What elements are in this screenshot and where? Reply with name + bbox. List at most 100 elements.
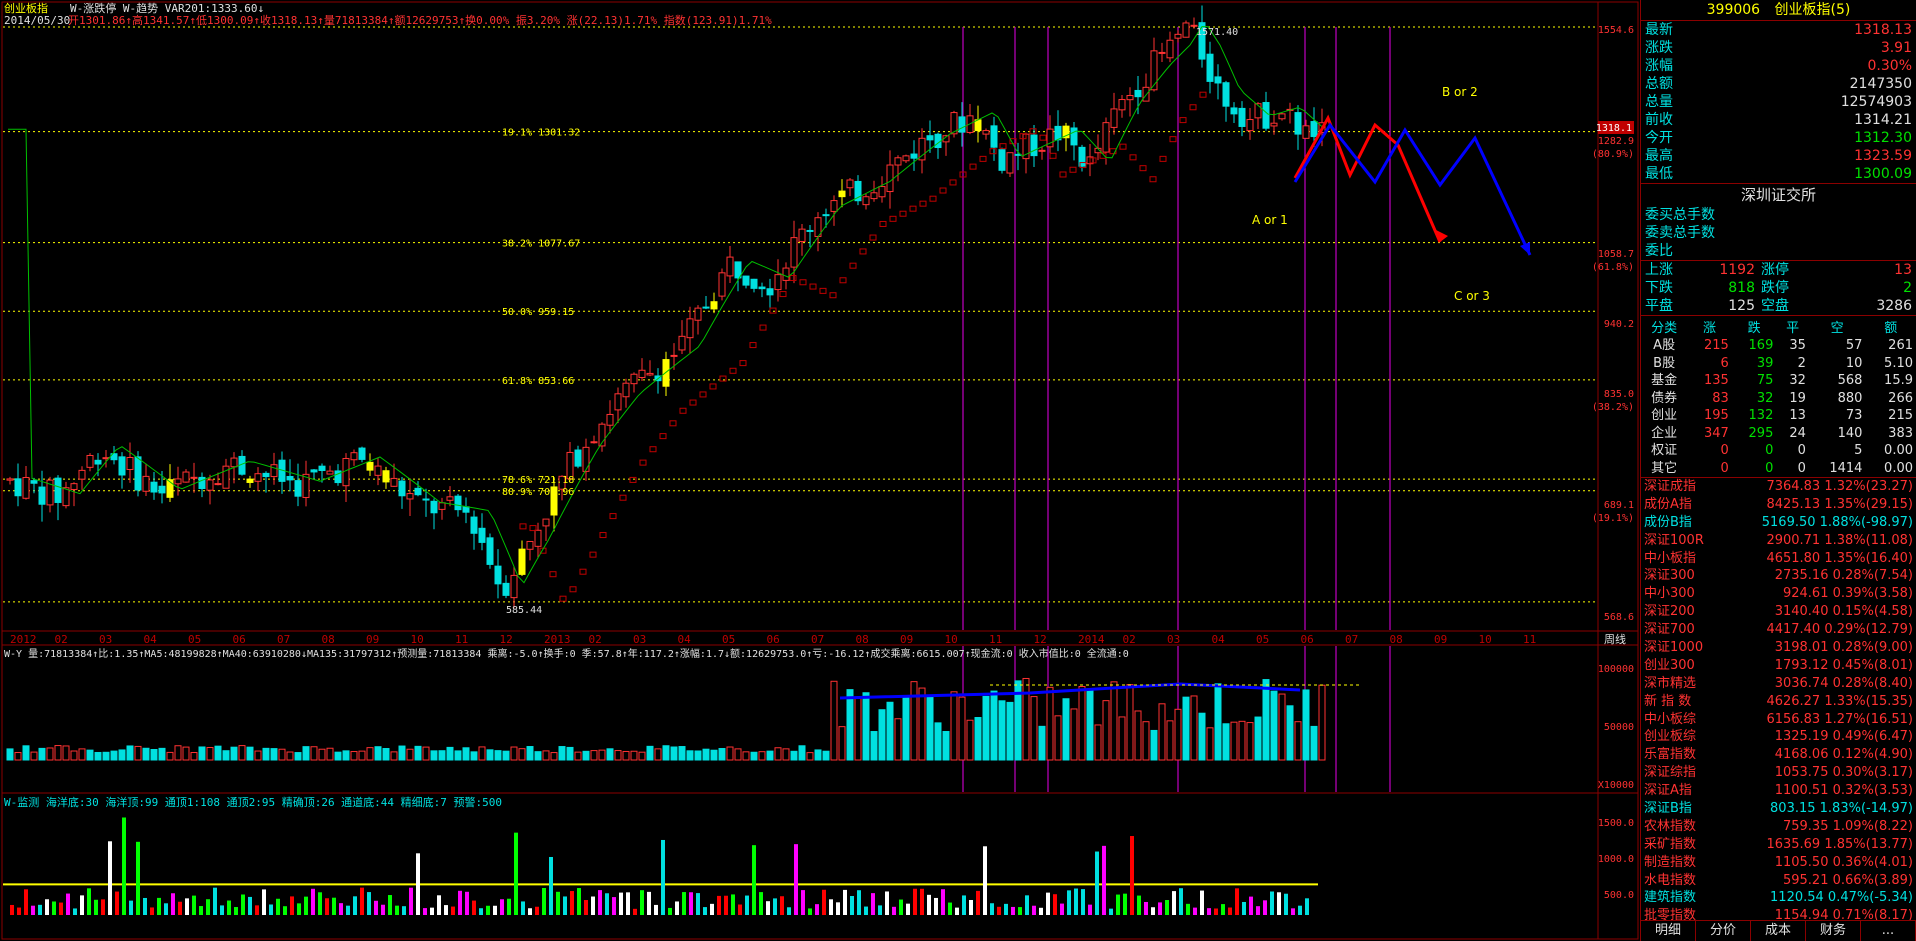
volume-bar xyxy=(1022,677,1030,761)
index-item[interactable]: 建筑指数 1120.54 0.47%(-5.34) xyxy=(1641,889,1916,907)
candle-body xyxy=(342,457,350,487)
candle-body xyxy=(822,214,830,217)
monitor-bar xyxy=(199,906,203,915)
index-item[interactable]: 深证1000 3198.01 0.28%(9.00) xyxy=(1641,639,1916,657)
panel-tab[interactable]: ... xyxy=(1861,921,1916,941)
panel-tab[interactable]: 财务 xyxy=(1806,921,1861,941)
candle-body xyxy=(830,200,838,212)
volume-bar xyxy=(278,748,286,761)
index-item[interactable]: 创业300 1793.12 0.45%(8.01) xyxy=(1641,657,1916,675)
index-name: 中小300 xyxy=(1644,586,1695,602)
index-item[interactable]: 制造指数 1105.50 0.36%(4.01) xyxy=(1641,854,1916,872)
volume-bar xyxy=(1214,683,1222,761)
index-item[interactable]: 批零指数 1154.94 0.71%(8.17) xyxy=(1641,907,1916,925)
index-item[interactable]: 中小300 924.61 0.39%(3.58) xyxy=(1641,585,1916,603)
monitor-bar xyxy=(276,898,280,915)
candle-body xyxy=(526,540,534,550)
ma-line xyxy=(8,26,1323,584)
panel-tab[interactable]: 成本 xyxy=(1751,921,1806,941)
monitor-bar xyxy=(374,900,378,915)
panel-tab[interactable]: 明细 xyxy=(1641,921,1696,941)
volume-bar xyxy=(134,745,142,761)
index-item[interactable]: 深证300 2735.16 0.28%(7.54) xyxy=(1641,567,1916,585)
category-header: 空 xyxy=(1830,321,1844,336)
volume-bar xyxy=(942,730,950,761)
category-cell: 295 xyxy=(1748,425,1774,441)
volume-header: W-Y 量:71813384↑比:1.35↑MA5:48199828↑MA40:… xyxy=(4,647,1129,660)
volume-bar xyxy=(358,750,366,761)
monitor-bar xyxy=(913,888,917,915)
monitor-bar xyxy=(556,891,560,915)
index-item[interactable]: 深证B指 803.15 1.83%(-14.97) xyxy=(1641,800,1916,818)
monitor-bar xyxy=(1228,907,1232,915)
volume-tick: X10000 xyxy=(1598,780,1634,791)
trend-step xyxy=(829,292,837,299)
monitor-bar xyxy=(1067,890,1071,915)
index-item[interactable]: 成份A指 8425.13 1.35%(29.15) xyxy=(1641,496,1916,514)
volume-bar xyxy=(382,748,390,761)
panel-tab[interactable]: 分价 xyxy=(1696,921,1751,941)
volume-bar xyxy=(78,748,86,761)
kline-chart[interactable]: 创业板指 W-涨跌停 W-趋势 VAR201:1333.60↓2014/05/30… xyxy=(0,0,1640,941)
trend-step xyxy=(989,148,997,155)
index-item[interactable]: 深证综指 1053.75 0.30%(3.17) xyxy=(1641,764,1916,782)
index-name: 深市精选 xyxy=(1644,675,1697,691)
candle-body xyxy=(798,228,806,242)
index-item[interactable]: 中小板指 4651.80 1.35%(16.40) xyxy=(1641,550,1916,568)
candle-body xyxy=(638,369,646,378)
index-item[interactable]: 深证成指 7364.83 1.32%(23.27) xyxy=(1641,478,1916,496)
category-cell: 0 xyxy=(1797,460,1806,476)
monitor-bar xyxy=(52,901,56,915)
candle-body xyxy=(318,465,326,472)
candle-body xyxy=(254,473,262,482)
monitor-bar xyxy=(1200,890,1204,915)
volume-bar xyxy=(758,751,766,761)
category-cell: 195 xyxy=(1703,408,1729,423)
index-list[interactable]: 深证成指 7364.83 1.32%(23.27) 成份A指 8425.13 1.35… xyxy=(1641,478,1916,925)
candle-body xyxy=(110,453,118,461)
candle-body xyxy=(974,119,982,132)
panel-tabs[interactable]: 明细 分价 成本 财务... xyxy=(1641,920,1916,941)
quote-value: 1323.59 xyxy=(1854,148,1912,164)
monitor-bar xyxy=(892,906,896,915)
index-item[interactable]: 深证A指 1100.51 0.32%(3.53) xyxy=(1641,782,1916,800)
index-item[interactable]: 中小板综 6156.83 1.27%(16.51) xyxy=(1641,711,1916,729)
x-tick: 12 xyxy=(500,633,513,646)
volume-bar xyxy=(574,751,582,761)
index-item[interactable]: 成份B指 5169.50 1.88%(-98.97) xyxy=(1641,514,1916,532)
trend-step xyxy=(999,143,1007,150)
index-item[interactable]: 深证700 4417.40 0.29%(12.79) xyxy=(1641,621,1916,639)
index-item[interactable]: 水电指数 595.21 0.66%(3.89) xyxy=(1641,872,1916,890)
index-item[interactable]: 采矿指数 1635.69 1.85%(13.77) xyxy=(1641,836,1916,854)
candle-body xyxy=(486,537,494,565)
trend-step xyxy=(1129,154,1137,161)
quote-row: 涨跌 3.91 xyxy=(1641,39,1916,57)
index-item[interactable]: 新 指 数 4626.27 1.33%(15.35) xyxy=(1641,693,1916,711)
index-item[interactable]: 乐富指数 4168.06 0.12%(4.90) xyxy=(1641,746,1916,764)
trend-step xyxy=(789,275,797,282)
index-item[interactable]: 深市精选 3036.74 0.28%(8.40) xyxy=(1641,675,1916,693)
candle-body xyxy=(126,456,134,471)
index-item[interactable]: 创业板综 1325.19 0.49%(6.47) xyxy=(1641,728,1916,746)
candle-body xyxy=(86,454,94,468)
candle-body xyxy=(990,125,998,148)
index-value: 1325.19 0.49%(6.47) xyxy=(1774,729,1913,745)
candle-body xyxy=(1294,112,1302,135)
monitor-bar xyxy=(479,908,483,915)
index-item[interactable]: 农林指数 759.35 1.09%(8.22) xyxy=(1641,818,1916,836)
volume-bar xyxy=(406,748,414,761)
trend-step xyxy=(1109,148,1117,155)
volume-bar xyxy=(446,746,454,761)
index-item[interactable]: 深证200 3140.40 0.15%(4.58) xyxy=(1641,603,1916,621)
volume-bar xyxy=(518,748,526,761)
volume-bar xyxy=(782,748,790,761)
index-item[interactable]: 深证100R 2900.71 1.38%(11.08) xyxy=(1641,532,1916,550)
monitor-bar xyxy=(955,907,959,915)
volume-bar xyxy=(350,751,358,761)
index-name: 深证700 xyxy=(1644,622,1695,638)
monitor-bar xyxy=(318,892,322,915)
x-tick: 07 xyxy=(1345,633,1358,646)
monitor-bar xyxy=(1102,845,1106,915)
candle-body xyxy=(838,190,846,198)
monitor-bar xyxy=(983,846,987,915)
